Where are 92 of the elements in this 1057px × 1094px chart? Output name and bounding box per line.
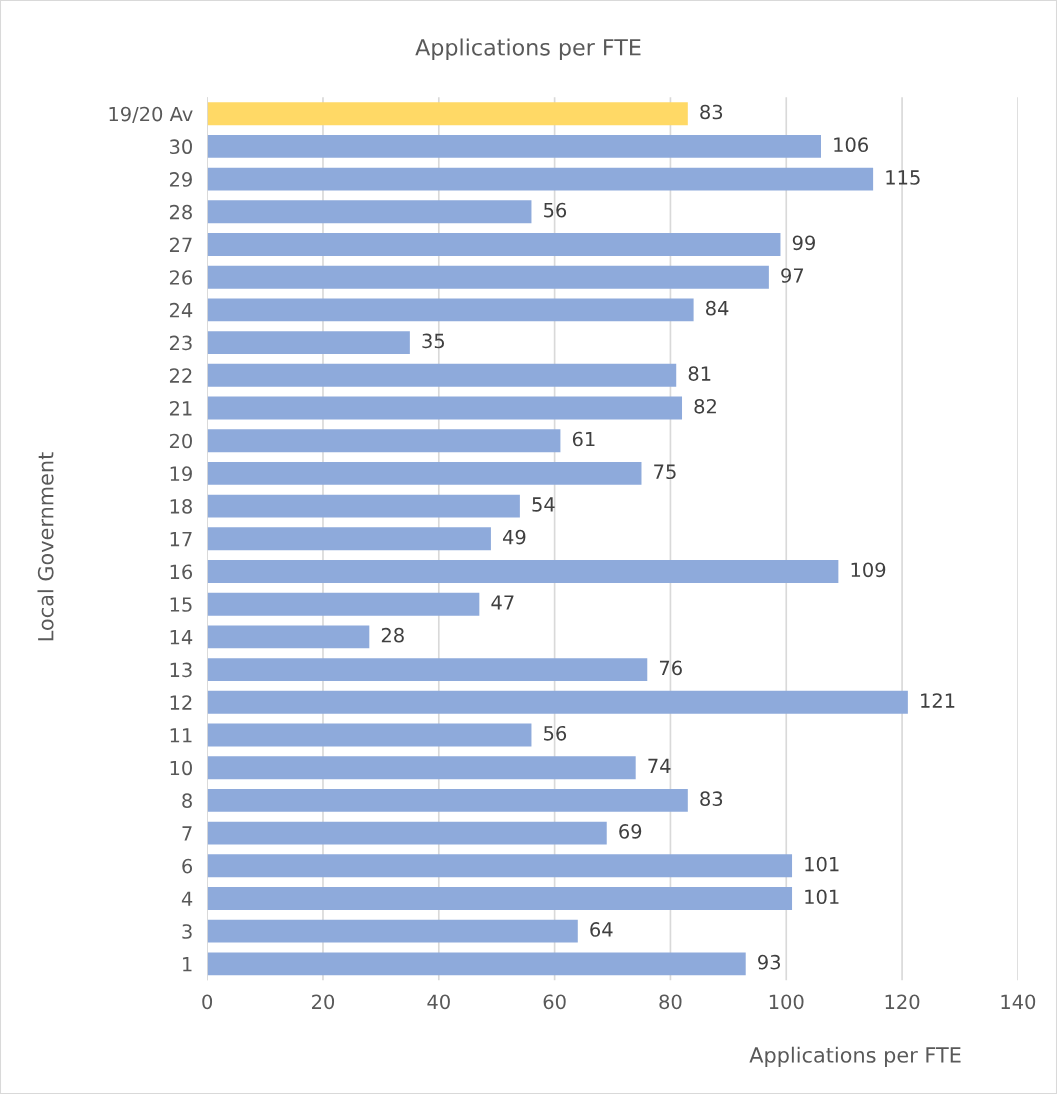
- data-label: 56: [544, 725, 567, 741]
- data-label: 109: [851, 562, 886, 578]
- data-label: 106: [834, 137, 868, 153]
- data-label: 49: [502, 529, 526, 545]
- y-tick-label: 17: [170, 532, 192, 547]
- data-label: 93: [758, 954, 781, 970]
- data-label: 61: [572, 431, 595, 447]
- x-tick-label: 80: [659, 994, 682, 1010]
- bar: [207, 527, 491, 551]
- data-label: 83: [700, 104, 723, 120]
- data-label: 82: [694, 398, 716, 414]
- y-tick-label: 19: [170, 466, 192, 482]
- y-tick-label: 6: [182, 858, 193, 874]
- data-label: 54: [532, 497, 555, 512]
- y-tick-label: 11: [170, 728, 192, 743]
- bar: [207, 723, 532, 747]
- data-label: 97: [781, 268, 804, 283]
- y-tick-label: 12: [170, 695, 192, 710]
- x-tick-label: 100: [769, 994, 804, 1010]
- bar: [207, 200, 532, 224]
- x-tick-label: 40: [427, 994, 450, 1010]
- bar: [207, 461, 642, 485]
- bar: [207, 625, 370, 649]
- y-tick-label: 18: [170, 499, 192, 514]
- bar: [207, 396, 683, 420]
- y-tick-label: 20: [169, 433, 192, 449]
- data-label: 121: [921, 693, 955, 708]
- bar: [207, 102, 688, 126]
- data-label: 115: [886, 170, 920, 185]
- data-label: 81: [688, 366, 711, 381]
- data-label: 64: [590, 922, 613, 937]
- x-tick-label: 60: [543, 994, 566, 1010]
- bar: [207, 919, 578, 943]
- data-label: 35: [422, 333, 445, 349]
- data-label: 74: [648, 758, 671, 774]
- y-tick-label: 29: [169, 172, 192, 187]
- bar: [207, 363, 677, 387]
- data-label: 99: [792, 235, 815, 251]
- data-label: 76: [659, 660, 682, 676]
- data-label: 28: [381, 627, 404, 643]
- y-tick-label: 27: [169, 237, 192, 252]
- y-tick-label: 23: [169, 335, 192, 351]
- y-tick-label: 8: [182, 793, 192, 809]
- y-tick-label: 13: [170, 662, 192, 678]
- bar: [207, 331, 410, 355]
- bar: [207, 952, 746, 976]
- bar: [207, 560, 839, 583]
- bar: [207, 854, 793, 878]
- bar: [207, 233, 781, 256]
- y-tick-label: 21: [169, 400, 192, 416]
- bar: [207, 167, 874, 191]
- bar: [207, 592, 480, 616]
- bar: [207, 429, 561, 453]
- data-label: 101: [805, 856, 839, 872]
- y-tick-label: 15: [170, 597, 192, 612]
- x-tick-label: 120: [885, 994, 920, 1010]
- x-tick-label: 0: [202, 994, 213, 1010]
- bar: [207, 756, 636, 780]
- y-tick-label: 26: [169, 270, 193, 285]
- bar: [207, 494, 520, 518]
- data-label: 47: [491, 595, 514, 610]
- data-label: 83: [700, 791, 723, 807]
- y-tick-label: 4: [181, 891, 193, 906]
- y-tick-label: 1: [183, 957, 192, 972]
- y-tick-label: 24: [169, 302, 193, 318]
- y-tick-label: 3: [182, 924, 192, 939]
- data-label: 84: [706, 300, 729, 316]
- x-axis-title: Applications per FTE: [749, 1046, 961, 1067]
- y-tick-label: 10: [170, 760, 192, 776]
- y-tick-label: 7: [182, 826, 192, 841]
- x-tick-label: 20: [312, 994, 335, 1010]
- data-label: 69: [619, 824, 642, 839]
- data-label: 56: [544, 202, 567, 218]
- bar: [207, 134, 821, 158]
- y-tick-label: 30: [170, 139, 192, 155]
- data-label: 75: [654, 464, 676, 480]
- bar: [207, 265, 769, 289]
- y-tick-label: 22: [169, 368, 192, 383]
- y-axis-title: Local Government: [37, 452, 54, 641]
- y-tick-label: 16: [170, 564, 193, 580]
- data-label: 101: [805, 889, 839, 905]
- bar: [207, 658, 648, 682]
- bar: [207, 788, 688, 812]
- bar: [207, 821, 607, 845]
- x-tick-label: 140: [1001, 994, 1036, 1010]
- bar: [207, 690, 908, 714]
- chart-title: Applications per FTE: [415, 38, 641, 60]
- y-tick-label: 28: [169, 204, 192, 220]
- y-tick-label: 14: [170, 630, 193, 645]
- y-tick-label: 19/20 Av: [109, 106, 193, 123]
- bar: [207, 298, 694, 322]
- bar: [207, 887, 793, 910]
